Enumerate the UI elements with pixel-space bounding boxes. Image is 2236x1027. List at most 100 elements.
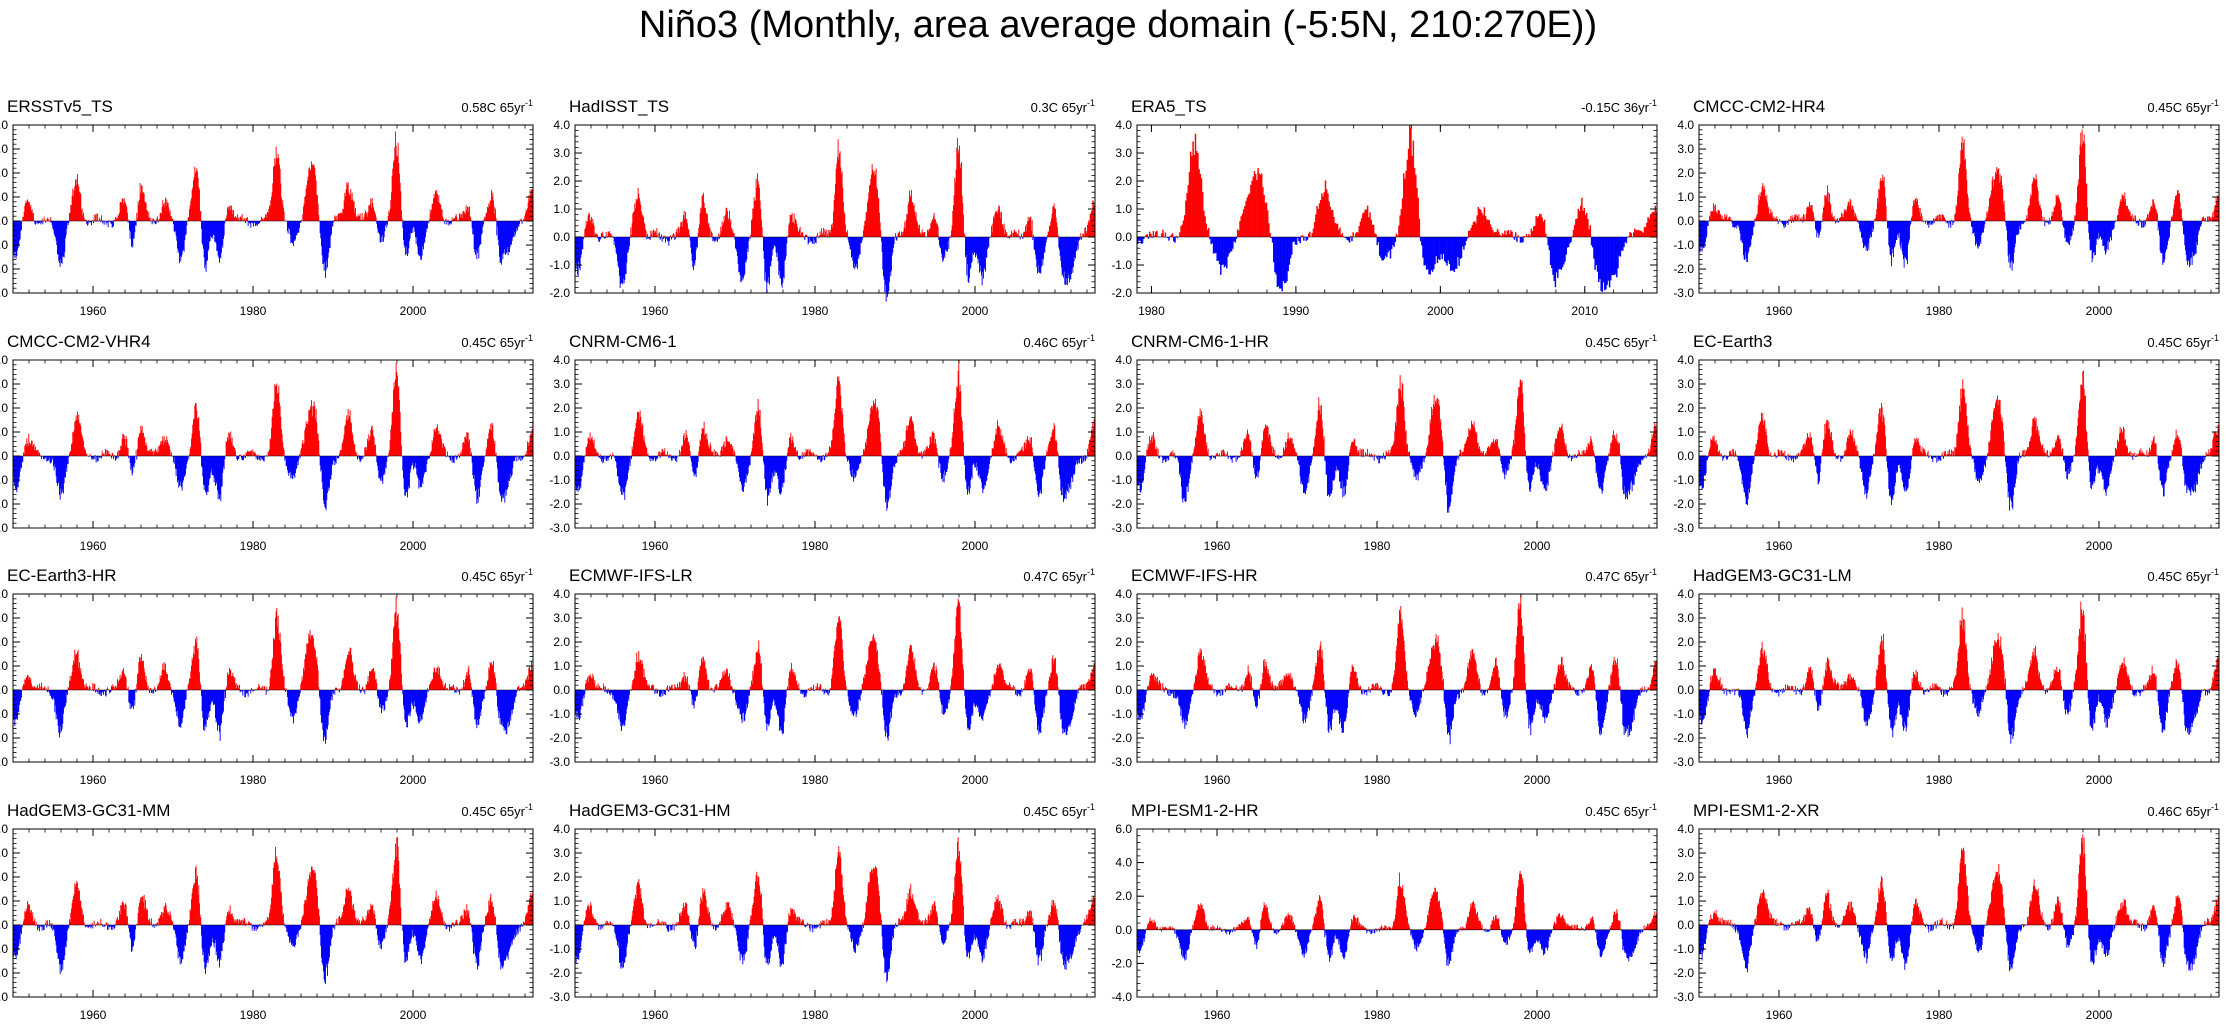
warm-bar bbox=[351, 199, 352, 221]
warm-bar bbox=[1507, 230, 1510, 237]
cold-bar bbox=[1448, 237, 1451, 264]
warm-bar bbox=[1016, 233, 1018, 237]
warm-bar bbox=[2057, 194, 2059, 221]
cold-bar bbox=[386, 221, 388, 228]
warm-bar bbox=[164, 202, 166, 221]
warm-bar bbox=[70, 451, 72, 456]
warm-bar bbox=[154, 220, 156, 221]
cold-bar bbox=[857, 237, 859, 257]
cold-bar bbox=[327, 221, 329, 258]
warm-bar bbox=[729, 441, 730, 456]
cold-bar bbox=[2024, 221, 2026, 223]
warm-bar bbox=[906, 214, 908, 237]
warm-bar bbox=[447, 451, 448, 456]
cold-bar bbox=[19, 221, 20, 241]
warm-bar bbox=[663, 451, 665, 456]
warm-bar bbox=[77, 411, 78, 456]
warm-bar bbox=[2038, 201, 2040, 221]
cold-bar bbox=[609, 456, 610, 457]
warm-bar bbox=[1849, 206, 1850, 221]
warm-bar bbox=[681, 446, 682, 456]
warm-bar bbox=[281, 429, 282, 456]
warm-bar bbox=[2061, 209, 2062, 221]
warm-bar bbox=[1939, 218, 1941, 221]
warm-bar bbox=[163, 436, 165, 456]
cold-bar bbox=[580, 237, 582, 258]
warm-bar bbox=[145, 442, 147, 456]
cold-bar bbox=[287, 456, 288, 470]
warm-bar bbox=[759, 409, 761, 456]
warm-bar bbox=[1913, 200, 1914, 221]
cold-bar bbox=[887, 456, 889, 503]
warm-bar bbox=[1993, 179, 1995, 221]
cold-bar bbox=[785, 237, 786, 260]
warm-bar bbox=[199, 437, 201, 456]
warm-bar bbox=[755, 200, 756, 237]
cold-bar bbox=[715, 237, 716, 241]
warm-bar bbox=[1834, 219, 1836, 221]
cold-bar bbox=[1977, 221, 1978, 248]
cold-bar bbox=[1280, 237, 1282, 289]
cold-bar bbox=[2194, 221, 2196, 255]
y-tick-label: 0.0 bbox=[0, 449, 8, 463]
cold-bar bbox=[747, 456, 749, 474]
warm-bar bbox=[2177, 190, 2179, 221]
warm-bar bbox=[1721, 218, 1722, 221]
warm-bar bbox=[2054, 208, 2056, 221]
cold-bar bbox=[502, 221, 504, 260]
warm-bar bbox=[588, 212, 590, 237]
warm-bar bbox=[361, 212, 363, 221]
warm-bar bbox=[1634, 228, 1636, 237]
warm-bar bbox=[635, 422, 637, 456]
cold-bar bbox=[207, 221, 209, 252]
cold-bar bbox=[2007, 221, 2009, 256]
cold-bar bbox=[975, 237, 976, 258]
warm-bar bbox=[1773, 216, 1775, 221]
warm-bar bbox=[647, 233, 648, 237]
cold-bar bbox=[1699, 221, 1701, 253]
cold-bar bbox=[1075, 237, 1077, 251]
warm-bar bbox=[870, 178, 872, 237]
warm-bar bbox=[839, 384, 841, 456]
cold-bar bbox=[473, 221, 475, 250]
cold-bar bbox=[851, 237, 853, 257]
cold-bar bbox=[667, 237, 668, 242]
cold-bar bbox=[860, 237, 862, 243]
warm-bar bbox=[1056, 222, 1058, 237]
warm-bar bbox=[1193, 154, 1196, 237]
cold-bar bbox=[882, 237, 884, 270]
cold-bar bbox=[223, 221, 224, 239]
warm-bar bbox=[585, 220, 587, 237]
cold-bar bbox=[940, 456, 942, 473]
cold-bar bbox=[2071, 221, 2073, 236]
warm-bar bbox=[349, 194, 350, 221]
cold-bar bbox=[615, 456, 616, 461]
warm-bar bbox=[2085, 183, 2087, 221]
cold-bar bbox=[1458, 237, 1460, 266]
warm-bar bbox=[1649, 214, 1652, 237]
warm-bar bbox=[264, 218, 266, 221]
cold-bar bbox=[747, 237, 748, 249]
warm-bar bbox=[639, 419, 640, 456]
cold-bar bbox=[2201, 221, 2202, 225]
warm-bar bbox=[1654, 205, 1657, 237]
warm-bar bbox=[530, 433, 532, 456]
warm-bar bbox=[366, 447, 368, 456]
cold-bar bbox=[423, 221, 424, 250]
cold-bar bbox=[623, 237, 625, 284]
cold-bar bbox=[771, 456, 773, 483]
warm-bar bbox=[437, 194, 438, 221]
cold-bar bbox=[889, 456, 891, 498]
cold-bar bbox=[2097, 221, 2099, 240]
warm-bar bbox=[41, 218, 43, 221]
cold-bar bbox=[2106, 221, 2108, 249]
cold-bar bbox=[779, 456, 780, 493]
warm-bar bbox=[800, 235, 802, 237]
cold-bar bbox=[419, 456, 420, 480]
warm-bar bbox=[871, 174, 872, 237]
warm-bar bbox=[157, 452, 158, 456]
warm-bar bbox=[935, 438, 936, 456]
cold-bar bbox=[402, 456, 404, 471]
cold-bar bbox=[34, 221, 36, 224]
warm-bar bbox=[805, 234, 807, 237]
